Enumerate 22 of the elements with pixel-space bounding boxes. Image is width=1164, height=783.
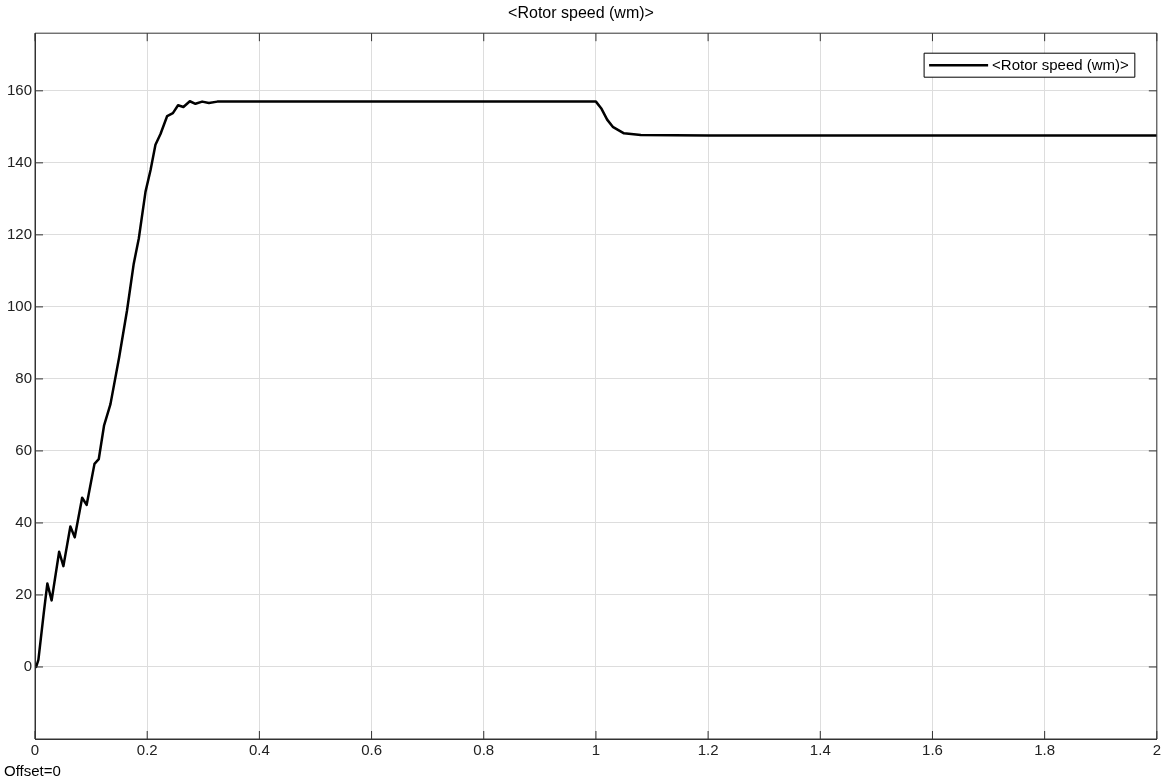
x-tick-label: 0.4: [248, 741, 270, 759]
y-tick-label: 120: [7, 225, 33, 242]
x-tick-label: 1.4: [809, 741, 831, 759]
y-tick-label: 140: [7, 152, 33, 170]
x-tick-label: 1.8: [1034, 741, 1056, 759]
y-tick-label: 80: [15, 369, 33, 387]
x-tick-label: 1.6: [922, 741, 943, 759]
chart-title: <Rotor speed (wm)>: [508, 4, 654, 22]
y-tick-label: 60: [15, 441, 33, 459]
x-tick-label: 1: [591, 741, 601, 759]
legend-label: <Rotor speed (wm)>: [992, 56, 1130, 74]
x-tick-label: 0.6: [361, 741, 382, 759]
y-tick-label: 0: [23, 657, 33, 675]
x-tick-label: 2: [1152, 741, 1161, 759]
y-tick-label: 20: [15, 585, 33, 603]
x-tick-label: 0.2: [136, 741, 158, 759]
y-tick-label: 160: [7, 80, 33, 98]
y-tick-label: 40: [15, 513, 33, 531]
y-tick-label: 100: [7, 297, 33, 315]
text: Offset=0: [4, 761, 61, 779]
x-tick-label: 0.8: [473, 741, 495, 759]
x-tick-label: 1.2: [697, 741, 719, 759]
